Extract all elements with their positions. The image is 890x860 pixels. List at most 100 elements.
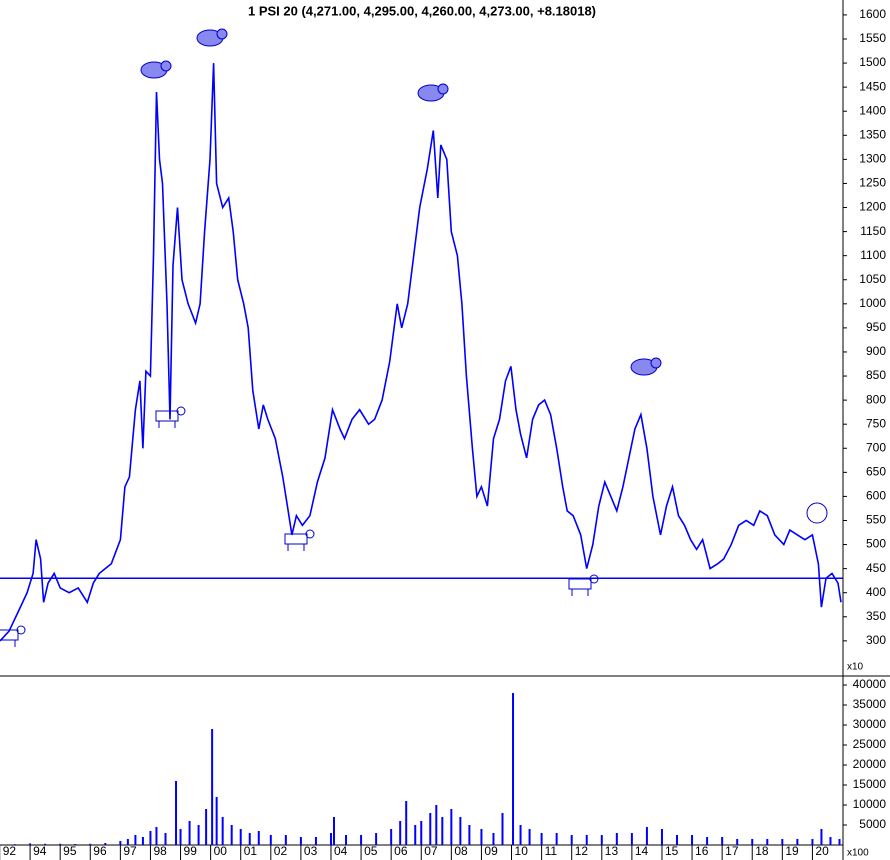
volume-bar	[645, 827, 648, 845]
volume-bar	[179, 829, 182, 845]
volume-bar	[528, 829, 531, 845]
y-tick-label: 35000	[853, 697, 887, 711]
y-tick-label: 750	[866, 416, 886, 430]
y-tick-label: 1500	[859, 55, 886, 69]
x-tick-label: 99	[184, 844, 198, 858]
y-tick-label: 1600	[859, 7, 886, 21]
y-tick-label: 5000	[859, 817, 886, 831]
volume-bar	[600, 835, 603, 845]
bull-icon	[589, 574, 599, 584]
y-tick-label: 500	[866, 537, 886, 551]
x-tick-label: 02	[274, 844, 288, 858]
x-tick-label: 96	[93, 844, 107, 858]
volume-bar	[706, 837, 709, 845]
y-tick-label: 300	[866, 633, 886, 647]
volume-bar	[450, 809, 453, 845]
x-tick-label: 17	[725, 844, 739, 858]
volume-bar	[360, 835, 363, 845]
x-tick-label: 98	[153, 844, 167, 858]
x-tick-label: 94	[33, 844, 47, 858]
y-tick-label: 1100	[860, 248, 886, 262]
x-tick-label: 92	[3, 844, 17, 858]
volume-bar	[299, 837, 302, 845]
y-tick-label: 1300	[859, 152, 886, 166]
bull-icon	[176, 406, 186, 416]
volume-bar	[555, 833, 558, 845]
volume-bar	[149, 831, 152, 845]
x-tick-label: 19	[785, 844, 799, 858]
price-line	[0, 63, 842, 642]
volume-bar	[459, 817, 462, 845]
volume-bar	[480, 829, 483, 845]
x-tick-label: 95	[63, 844, 77, 858]
volume-bar	[435, 805, 438, 845]
bull-icon	[305, 529, 315, 539]
x-tick-label: 08	[454, 844, 468, 858]
volume-bar	[420, 821, 423, 845]
y-tick-label: 20000	[853, 757, 887, 771]
y-tick-label: 40000	[853, 677, 887, 691]
volume-bar	[44, 843, 47, 845]
volume-bar	[405, 801, 408, 845]
y-tick-label: 10000	[853, 797, 887, 811]
volume-bar	[345, 835, 348, 845]
volume-bar	[766, 839, 769, 845]
volume-bar	[375, 833, 378, 845]
x-tick-label: 11	[545, 844, 558, 858]
x-tick-label: 13	[605, 844, 619, 858]
x-tick-label: 97	[123, 844, 137, 858]
volume-bar	[230, 825, 233, 845]
volume-bar	[188, 821, 191, 845]
volume-bar	[104, 843, 107, 845]
volume-bar	[164, 833, 167, 845]
volume-bar	[441, 817, 444, 845]
bear-icon	[437, 83, 449, 95]
x-tick-label: 10	[515, 844, 529, 858]
volume-bar	[74, 844, 77, 845]
y-tick-label: 550	[866, 513, 886, 527]
y-tick-label: 25000	[853, 737, 887, 751]
x-tick-label: 12	[575, 844, 589, 858]
y-tick-label: 650	[866, 465, 886, 479]
y-tick-label: 800	[866, 392, 886, 406]
volume-bar	[14, 844, 17, 845]
x-tick-label: 06	[394, 844, 408, 858]
volume-bar	[676, 835, 679, 845]
highlight-circle	[806, 502, 828, 524]
bear-icon	[160, 60, 172, 72]
y-tick-label: 1150	[860, 224, 886, 238]
axis-multiplier: x100	[847, 848, 869, 859]
volume-bar	[329, 833, 332, 845]
bull-icon	[284, 533, 308, 545]
volume-bar	[429, 813, 432, 845]
volume-bar	[197, 825, 200, 845]
y-tick-label: 400	[866, 585, 886, 599]
volume-bar	[89, 843, 92, 845]
volume-bar	[501, 813, 504, 845]
volume-bar	[540, 833, 543, 845]
volume-bar	[248, 833, 251, 845]
volume-bar	[519, 825, 522, 845]
volume-bar	[119, 841, 122, 845]
volume-bar	[175, 781, 178, 845]
volume-bar	[332, 817, 335, 845]
volume-bar	[126, 839, 129, 845]
volume-bar	[691, 835, 694, 845]
volume-bar	[257, 831, 260, 845]
y-tick-label: 600	[866, 489, 886, 503]
volume-bar	[29, 843, 32, 845]
x-tick-label: 05	[364, 844, 378, 858]
bear-icon	[650, 357, 662, 369]
axis-multiplier: x10	[847, 662, 864, 673]
volume-bar	[414, 825, 417, 845]
volume-bar	[492, 833, 495, 845]
volume-bar	[615, 833, 618, 845]
y-tick-label: 30000	[853, 717, 887, 731]
y-tick-label: 350	[866, 609, 886, 623]
volume-bar	[211, 729, 214, 845]
bull-icon	[155, 410, 179, 422]
y-tick-label: 15000	[853, 777, 887, 791]
x-tick-label: 09	[484, 844, 498, 858]
volume-bar	[781, 839, 784, 845]
